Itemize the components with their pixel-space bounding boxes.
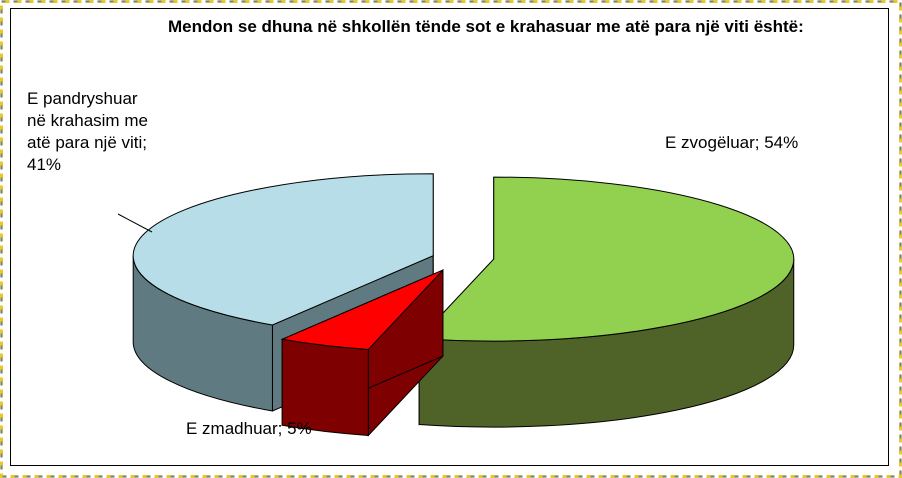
leader-line: [117, 213, 153, 233]
label-box: E zvogëluar; 54%: [665, 133, 799, 152]
pie: [132, 173, 795, 437]
data-label: E pandryshuar në krahasim me atë para nj…: [27, 89, 148, 174]
title-box: Mendon se dhuna në shkollën tënde sot e …: [168, 17, 804, 36]
label-box: E zmadhuar; 5%: [186, 419, 312, 438]
data-label: E zmadhuar; 5%: [186, 419, 312, 438]
label-box: E pandryshuar në krahasim me atë para nj…: [27, 89, 148, 174]
slice: [418, 176, 795, 342]
slice: [280, 269, 444, 350]
data-label: E zvogëluar; 54%: [665, 133, 799, 152]
slice: [132, 173, 434, 326]
chart-title: Mendon se dhuna në shkollën tënde sot e …: [168, 17, 804, 36]
